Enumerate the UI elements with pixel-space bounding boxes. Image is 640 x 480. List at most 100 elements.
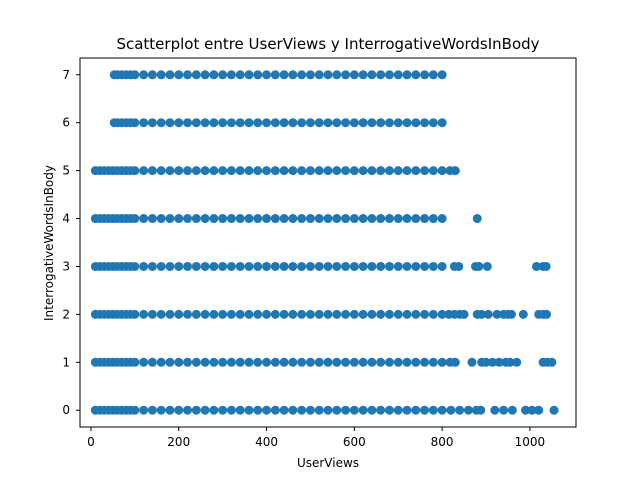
data-point-0-40: [437, 70, 447, 80]
data-point-0-345: [547, 357, 557, 367]
x-tick-label-5: 1000: [515, 435, 546, 449]
data-point-0-61: [262, 118, 272, 128]
data-point-0-107: [270, 166, 280, 176]
data-point-0-60: [253, 118, 263, 128]
data-point-0-158: [305, 214, 315, 224]
data-point-0-205: [314, 261, 324, 271]
data-point-0-150: [235, 214, 245, 224]
data-point-0-322: [349, 357, 359, 367]
data-point-0-74: [376, 118, 386, 128]
data-point-0-71: [349, 118, 359, 128]
data-point-0-65: [297, 118, 307, 128]
data-point-0-49: [156, 118, 166, 128]
data-point-0-402: [549, 405, 559, 415]
data-point-0-297: [130, 357, 140, 367]
data-point-0-401: [534, 405, 544, 415]
data-point-0-70: [341, 118, 351, 128]
data-point-0-121: [393, 166, 403, 176]
data-point-0-326: [384, 357, 394, 367]
data-point-0-299: [147, 357, 157, 367]
data-point-0-62: [270, 118, 280, 128]
data-point-0-329: [411, 357, 421, 367]
data-point-0-245: [200, 309, 210, 319]
data-point-0-398: [507, 405, 517, 415]
data-point-0-364: [209, 405, 219, 415]
data-point-0-99: [200, 166, 210, 176]
data-point-0-115: [341, 166, 351, 176]
data-point-0-18: [244, 70, 254, 80]
data-point-0-125: [428, 166, 438, 176]
data-point-0-361: [183, 405, 193, 415]
data-points: [90, 70, 559, 415]
data-point-0-120: [384, 166, 394, 176]
data-point-0-213: [384, 261, 394, 271]
data-point-0-276: [459, 309, 469, 319]
data-point-0-313: [270, 357, 280, 367]
data-point-0-241: [165, 309, 175, 319]
data-point-0-59: [244, 118, 254, 128]
data-point-0-386: [402, 405, 412, 415]
data-point-0-30: [349, 70, 359, 80]
data-point-0-166: [376, 214, 386, 224]
data-point-0-72: [358, 118, 368, 128]
data-point-0-93: [147, 166, 157, 176]
data-point-0-384: [384, 405, 394, 415]
data-point-0-254: [279, 309, 289, 319]
data-point-0-302: [174, 357, 184, 367]
data-point-0-328: [402, 357, 412, 367]
x-tick-label-0: 0: [87, 435, 95, 449]
data-point-0-389: [428, 405, 438, 415]
data-point-0-50: [165, 118, 175, 128]
data-point-0-116: [349, 166, 359, 176]
data-point-0-204: [305, 261, 315, 271]
data-point-0-369: [253, 405, 263, 415]
data-point-0-267: [393, 309, 403, 319]
data-point-0-300: [156, 357, 166, 367]
data-point-0-339: [494, 357, 504, 367]
data-point-0-306: [209, 357, 219, 367]
data-point-0-395: [476, 405, 486, 415]
data-point-0-27: [323, 70, 333, 80]
data-point-0-145: [191, 214, 201, 224]
data-point-0-152: [253, 214, 263, 224]
data-point-0-202: [288, 261, 298, 271]
data-point-0-185: [139, 261, 149, 271]
x-tick-label-4: 800: [431, 435, 454, 449]
data-point-0-111: [305, 166, 315, 176]
data-point-0-308: [226, 357, 236, 367]
data-point-0-75: [384, 118, 394, 128]
data-point-0-167: [384, 214, 394, 224]
x-axis-ticks: 0 200 400 600 800 1000: [87, 427, 545, 449]
data-point-0-283: [506, 309, 516, 319]
data-point-0-284: [518, 309, 528, 319]
data-point-0-257: [305, 309, 315, 319]
data-point-0-31: [358, 70, 368, 80]
y-tick-label-7: 7: [62, 68, 70, 82]
data-point-0-247: [218, 309, 228, 319]
data-point-0-266: [384, 309, 394, 319]
data-point-0-252: [262, 309, 272, 319]
data-point-0-174: [472, 214, 482, 224]
data-point-0-112: [314, 166, 324, 176]
data-point-0-377: [323, 405, 333, 415]
data-point-0-195: [226, 261, 236, 271]
data-point-0-237: [130, 309, 140, 319]
data-point-0-239: [147, 309, 157, 319]
data-point-0-378: [332, 405, 342, 415]
data-point-0-155: [279, 214, 289, 224]
data-point-0-98: [191, 166, 201, 176]
data-point-0-375: [305, 405, 315, 415]
data-point-0-144: [183, 214, 193, 224]
data-point-0-309: [235, 357, 245, 367]
data-point-0-16: [226, 70, 236, 80]
data-point-0-249: [235, 309, 245, 319]
data-point-0-25: [305, 70, 315, 80]
data-point-0-108: [279, 166, 289, 176]
data-point-0-356: [139, 405, 149, 415]
y-tick-label-6: 6: [62, 116, 70, 130]
y-axis-ticks: 0 1 2 3 4 5 6 7: [62, 68, 80, 417]
data-point-0-374: [297, 405, 307, 415]
data-point-0-311: [253, 357, 263, 367]
data-point-0-73: [367, 118, 377, 128]
data-point-0-362: [191, 405, 201, 415]
